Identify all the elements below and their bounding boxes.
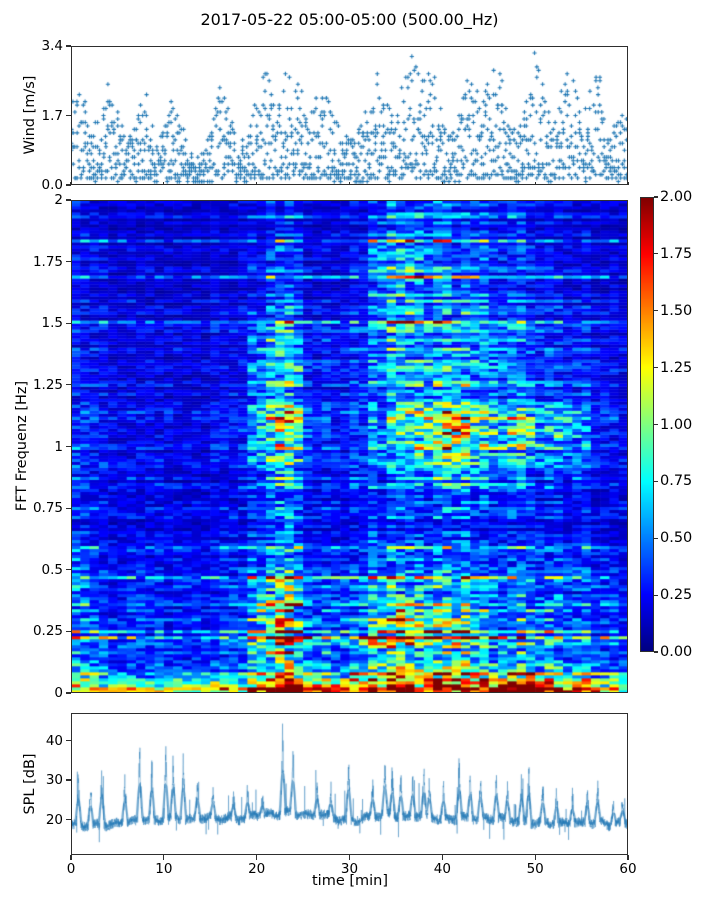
tick-label: 3.4: [41, 38, 63, 54]
tick-label: 20: [45, 811, 63, 828]
tick-mark: [66, 114, 71, 117]
tick-mark: [66, 199, 71, 201]
spectrogram-canvas: [71, 200, 628, 693]
tick-mark: [66, 184, 71, 186]
tick-mark: [348, 855, 351, 860]
tick-mark: [66, 445, 71, 448]
tick-mark: [654, 594, 658, 596]
tick-label: 0.50: [660, 530, 693, 547]
tick-mark: [534, 855, 536, 860]
tick-mark: [654, 480, 658, 482]
tick-mark: [256, 855, 258, 860]
tick-label: 1: [54, 438, 63, 455]
colorbar-canvas: [640, 197, 654, 652]
tick-mark: [66, 779, 71, 781]
tick-mark: [66, 322, 71, 324]
tick-mark: [66, 818, 71, 821]
tick-label: 0.75: [660, 473, 693, 490]
tick-label: 0.5: [41, 561, 63, 578]
tick-mark: [441, 181, 443, 185]
tick-mark: [654, 310, 658, 312]
tick-mark: [66, 569, 71, 571]
tick-label: 1.5: [41, 315, 63, 332]
tick-label: 40: [45, 732, 63, 749]
tick-label: 1.75: [32, 253, 63, 270]
tick-mark: [654, 651, 658, 653]
tick-mark: [66, 261, 71, 263]
tick-mark: [163, 855, 165, 860]
tick-label: 50: [526, 861, 544, 877]
tick-mark: [348, 181, 351, 185]
tick-mark: [534, 181, 536, 185]
tick-label: 1.7: [41, 107, 63, 124]
tick-mark: [441, 855, 443, 860]
tick-mark: [70, 855, 72, 860]
tick-mark: [66, 740, 71, 742]
tick-label: 1.50: [660, 302, 693, 319]
tick-mark: [66, 384, 71, 386]
tick-mark: [654, 423, 658, 426]
fft-frequency-ylabel: FFT Frequenz [Hz]: [14, 380, 30, 512]
tick-mark: [66, 507, 71, 509]
tick-label: 2.00: [660, 189, 693, 205]
tick-mark: [654, 196, 658, 198]
tick-mark: [654, 367, 658, 369]
tick-mark: [256, 181, 258, 185]
tick-label: 0.75: [32, 500, 63, 517]
spl-ylabel: SPL [dB]: [22, 753, 38, 815]
tick-label: 30: [340, 861, 359, 877]
tick-label: 1.00: [660, 416, 693, 433]
tick-label: 0.25: [32, 623, 63, 640]
time-xlabel: time [min]: [311, 873, 389, 889]
tick-mark: [654, 253, 658, 255]
tick-mark: [163, 181, 165, 185]
tick-label: 1.75: [660, 245, 693, 262]
tick-label: 0.00: [660, 644, 693, 660]
tick-label: 20: [248, 861, 266, 877]
tick-label: 2: [54, 192, 63, 208]
tick-label: 40: [433, 861, 451, 877]
tick-mark: [66, 630, 71, 632]
tick-label: 1.25: [660, 359, 693, 376]
wind-ylabel: Wind [m/s]: [22, 75, 38, 155]
tick-mark: [654, 537, 658, 539]
tick-label: 0: [66, 861, 76, 877]
tick-mark: [70, 181, 72, 185]
tick-mark: [627, 855, 629, 860]
figure-title: 2017-05-22 05:00-05:00 (500.00_Hz): [200, 10, 499, 29]
tick-mark: [66, 45, 71, 47]
spl-line-canvas: [71, 713, 628, 855]
wind-scatter-canvas: [71, 46, 628, 185]
tick-label: 10: [155, 861, 173, 877]
tick-label: 0: [54, 685, 63, 701]
tick-mark: [627, 181, 629, 185]
tick-label: 0.0: [41, 177, 63, 193]
tick-label: 0.25: [660, 587, 693, 604]
tick-label: 60: [619, 861, 637, 877]
tick-label: 30: [45, 772, 63, 789]
tick-mark: [66, 692, 71, 694]
tick-label: 1.25: [32, 376, 63, 393]
